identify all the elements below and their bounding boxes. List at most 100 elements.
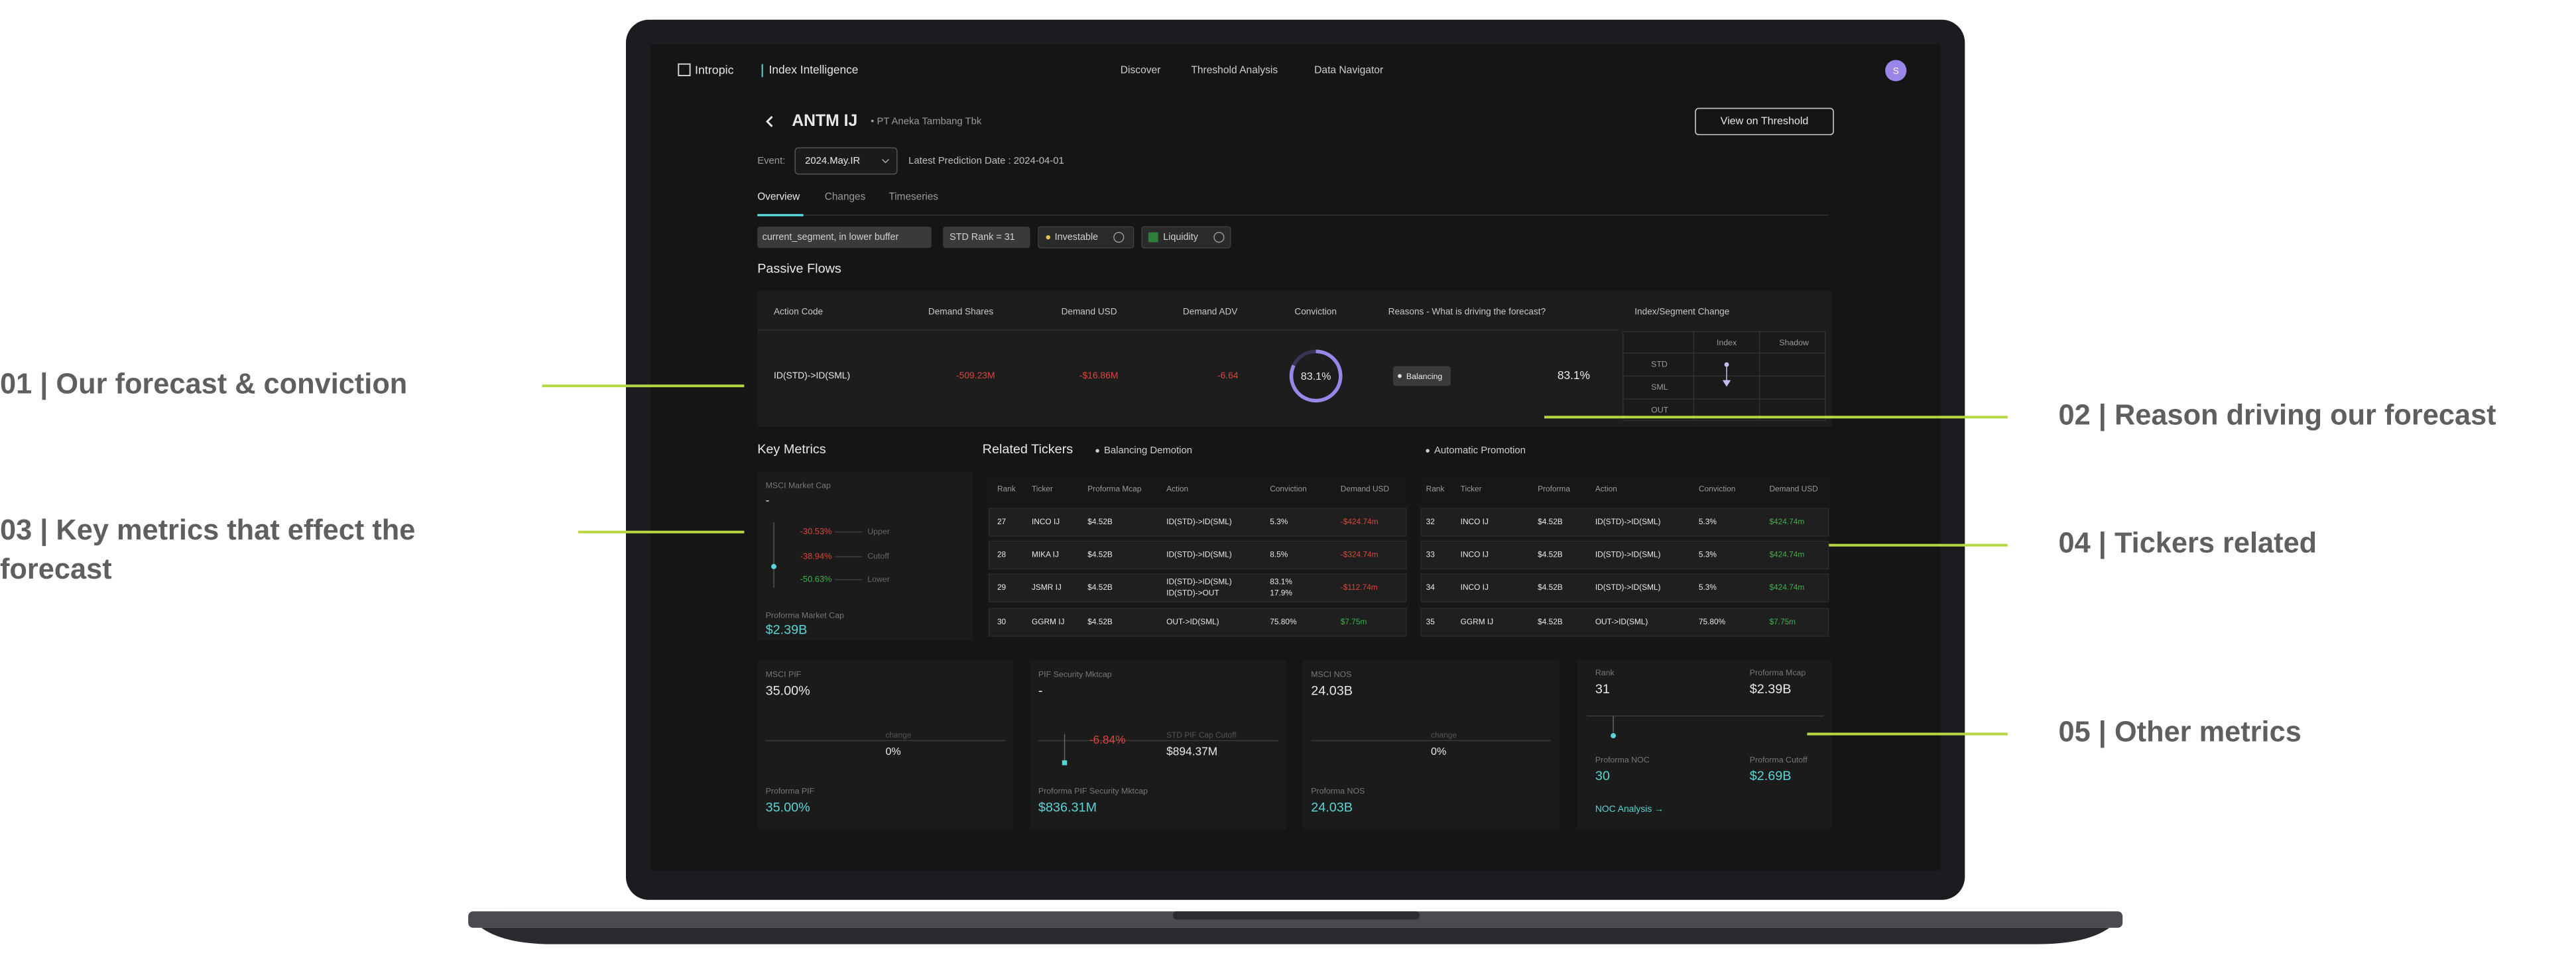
nav-link[interactable]: Discover (1121, 65, 1161, 76)
table-cell: ID(STD)->ID(SML) (1595, 550, 1661, 559)
avatar[interactable] (1885, 60, 1907, 82)
table-cell: $4.52B (1087, 617, 1113, 626)
annotation: 05 | Other metrics (2059, 716, 2301, 748)
column-header: Action Code (774, 306, 823, 316)
table-row (1420, 608, 1829, 637)
brand-icon (678, 63, 691, 76)
table-cell: OUT->ID(SML) (1166, 617, 1219, 626)
event-label: Event: (757, 156, 785, 166)
column-header: Conviction (1294, 306, 1337, 316)
tag-label: Investable (1055, 232, 1098, 243)
tab[interactable]: Overview (757, 191, 800, 202)
metric-card (757, 660, 1014, 830)
card-value: 24.03B (1311, 800, 1353, 815)
card-mid-label: change (885, 730, 911, 740)
nav-link[interactable]: Data Navigator (1314, 65, 1383, 76)
table-cell: 33 (1426, 550, 1436, 559)
table-cell: $4.52B (1087, 550, 1113, 559)
tag (1141, 226, 1231, 249)
group-dot (1095, 449, 1099, 453)
current-level-dot (771, 563, 776, 569)
table-cell: $4.52B (1087, 583, 1113, 592)
level-label: Cutoff (867, 551, 889, 561)
status-dot (1046, 235, 1050, 240)
metric-label: MSCI Market Cap (766, 481, 831, 490)
table-header: Conviction (1270, 484, 1306, 494)
table-cell: -$324.74m (1341, 550, 1379, 559)
index-header: Index (1717, 338, 1737, 347)
table-row (1420, 508, 1829, 537)
level-label: Lower (867, 575, 890, 584)
back-button[interactable] (765, 115, 773, 127)
card-marker (1611, 733, 1617, 738)
metric-card (1302, 660, 1560, 830)
segment-label: OUT (1651, 406, 1669, 415)
annotation-line: 05 | Other metrics (2059, 716, 2301, 748)
table-cell: GGRM IJ (1032, 617, 1065, 626)
table-cell: 27 (997, 517, 1006, 526)
company-name: • PT Aneka Tambang Tbk (871, 116, 982, 127)
card-label: Rank (1595, 668, 1615, 677)
card-value: - (1038, 683, 1043, 698)
table-cell: INCO IJ (1461, 550, 1489, 559)
level-percent: -38.94% (800, 551, 832, 561)
table-cell: ID(STD)->ID(SML) (1166, 517, 1232, 526)
table-cell: INCO IJ (1032, 517, 1060, 526)
table-cell-line: 83.1% (1270, 577, 1292, 586)
view-threshold-button[interactable] (1695, 107, 1834, 136)
card-label: Proforma PIF Security Mktcap (1038, 787, 1148, 796)
table-row (988, 573, 1407, 602)
demand-adv: -6.64 (1217, 370, 1239, 380)
card-mid-label: STD PIF Cap Cutoff (1166, 730, 1237, 740)
tag-label: current_segment, in lower buffer (763, 232, 899, 243)
column-header: Demand ADV (1183, 306, 1238, 316)
table-row (988, 608, 1407, 637)
table-cell-line: 17.9% (1270, 589, 1292, 598)
button-label[interactable]: View on Threshold (1721, 115, 1809, 127)
nav-link[interactable]: Threshold Analysis (1191, 65, 1278, 76)
table-cell: -$112.74m (1341, 583, 1378, 592)
tab[interactable]: Timeseries (889, 191, 938, 202)
column-header: Index/Segment Change (1634, 306, 1729, 316)
demand-usd: -$16.86M (1079, 370, 1119, 380)
section-title: Passive Flows (757, 262, 841, 276)
table-cell: ID(STD)->ID(SML) (1166, 550, 1232, 559)
ticker: ANTM IJ (792, 112, 857, 130)
table-header: Proforma Mcap (1087, 484, 1142, 494)
brand: Intropic (695, 63, 734, 76)
demand-shares: -509.23M (956, 370, 995, 380)
table-cell: $424.74m (1769, 517, 1804, 526)
card-value: 24.03B (1311, 683, 1353, 698)
table-cell-line: ID(STD)->OUT (1166, 589, 1219, 598)
card-label: Proforma NOC (1595, 755, 1650, 764)
event-select[interactable] (794, 147, 898, 175)
table-cell: 35 (1426, 617, 1436, 626)
info-icon[interactable] (1213, 231, 1225, 243)
card-label: MSCI NOS (1311, 670, 1351, 679)
annotation: 03 | Key metrics that effect the forecast (0, 514, 415, 585)
info-icon[interactable] (1113, 231, 1125, 243)
table-cell: GGRM IJ (1461, 617, 1494, 626)
table-cell: 83.1% 17.9% (1270, 577, 1292, 597)
table-header: Proforma (1538, 484, 1570, 494)
conviction-ring (1289, 349, 1343, 403)
tab[interactable]: Changes (825, 191, 866, 202)
table-cell: $4.52B (1538, 617, 1563, 626)
card-value: 35.00% (766, 800, 810, 815)
noc-analysis-link[interactable]: NOC Analysis → (1595, 803, 1664, 814)
group-name: Automatic Promotion (1434, 445, 1526, 456)
event-value[interactable]: 2024.May.IR (805, 156, 860, 166)
table-cell: OUT->ID(SML) (1595, 617, 1648, 626)
group-name: Balancing Demotion (1104, 445, 1192, 456)
group-dot (1426, 449, 1430, 453)
metric-value: - (766, 493, 770, 506)
table-cell: 34 (1426, 583, 1436, 592)
card-marker (1062, 760, 1068, 765)
card-label: Proforma NOS (1311, 787, 1365, 796)
table-cell: ID(STD)->ID(SML) (1595, 583, 1661, 592)
table-cell: 28 (997, 550, 1007, 559)
table-cell: -$424.74m (1341, 517, 1379, 526)
table-row (1420, 540, 1829, 570)
